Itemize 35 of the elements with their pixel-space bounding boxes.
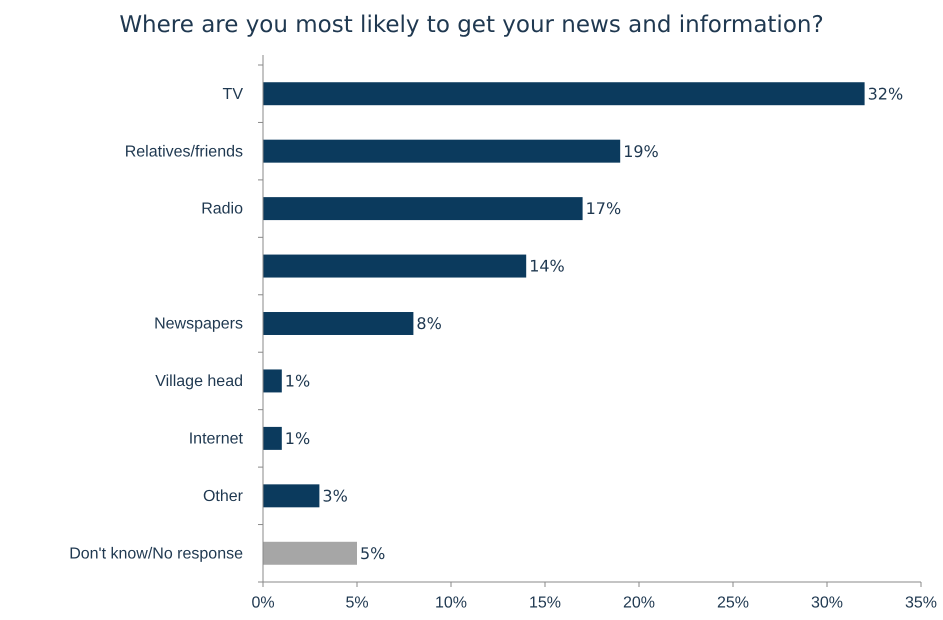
- bar: [263, 312, 414, 335]
- x-tick-label: 25%: [716, 594, 750, 612]
- y-tick-label: Village head: [155, 373, 243, 390]
- bar: [263, 484, 320, 508]
- bar: [263, 369, 282, 392]
- chart-title: Where are you most likely to get your news and information?: [119, 12, 824, 38]
- bar: [263, 140, 620, 163]
- x-tick-label: 30%: [810, 594, 844, 612]
- y-tick-label: Internet: [188, 430, 244, 448]
- y-tick-label: Relatives/friends: [124, 143, 243, 160]
- x-tick-label: 0%: [251, 594, 275, 612]
- y-tick-label: Other: [202, 488, 244, 505]
- x-tick-label: 35%: [904, 594, 938, 612]
- data-label: 1%: [284, 428, 310, 448]
- y-tick-label: Don't know/No response: [69, 545, 244, 562]
- bar: [263, 426, 282, 450]
- bar: [263, 82, 865, 106]
- y-tick-label: Newspapers: [154, 316, 243, 333]
- data-label: 5%: [360, 544, 386, 563]
- data-label: 8%: [416, 314, 442, 334]
- y-tick-label: Radio: [201, 200, 244, 218]
- data-label: 1%: [284, 372, 310, 391]
- y-tick-label: TV: [222, 86, 244, 103]
- x-tick-label: 10%: [434, 594, 468, 612]
- data-label: 32%: [868, 84, 904, 104]
- data-label: 19%: [623, 142, 659, 161]
- x-tick-label: 15%: [528, 594, 562, 612]
- data-label: 17%: [586, 199, 622, 218]
- data-label: 3%: [322, 486, 348, 506]
- x-tick-label: 20%: [622, 594, 656, 612]
- bar: [263, 254, 526, 278]
- x-tick-label: 5%: [345, 594, 369, 612]
- data-label: 14%: [529, 256, 565, 276]
- bar: [263, 197, 583, 220]
- bar: [263, 542, 357, 565]
